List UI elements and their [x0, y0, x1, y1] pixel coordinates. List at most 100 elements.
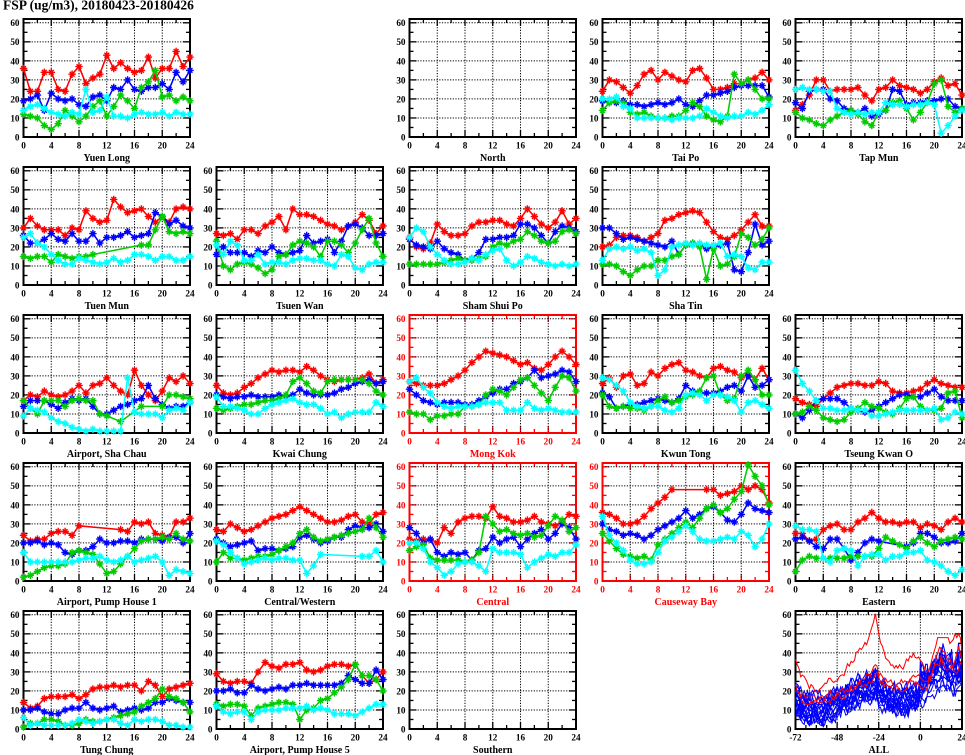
svg-text:16: 16	[323, 289, 333, 299]
svg-text:10: 10	[396, 409, 406, 419]
svg-text:4: 4	[821, 141, 826, 151]
svg-text:20: 20	[589, 242, 599, 252]
svg-text:16: 16	[130, 437, 140, 447]
svg-text:4: 4	[628, 437, 633, 447]
svg-text:Sham Shui Po: Sham Shui Po	[463, 301, 523, 312]
svg-text:0: 0	[401, 428, 406, 438]
svg-text:20: 20	[10, 686, 20, 696]
svg-text:0: 0	[787, 132, 792, 142]
svg-text:20: 20	[737, 437, 747, 447]
svg-text:12: 12	[874, 141, 884, 151]
svg-text:12: 12	[102, 733, 112, 743]
svg-text:10: 10	[396, 261, 406, 271]
svg-text:40: 40	[203, 500, 213, 510]
svg-text:20: 20	[10, 390, 20, 400]
svg-text:24: 24	[764, 289, 774, 299]
svg-text:-48: -48	[831, 733, 844, 743]
svg-text:Eastern: Eastern	[862, 597, 896, 608]
svg-text:Southern: Southern	[473, 745, 513, 755]
svg-text:40: 40	[396, 648, 406, 658]
svg-text:50: 50	[203, 629, 213, 639]
svg-text:30: 30	[782, 519, 792, 529]
svg-text:12: 12	[488, 289, 498, 299]
svg-text:8: 8	[463, 141, 468, 151]
svg-text:24: 24	[185, 141, 195, 151]
svg-text:16: 16	[709, 289, 719, 299]
svg-text:40: 40	[782, 648, 792, 658]
svg-text:4: 4	[242, 437, 247, 447]
svg-text:20: 20	[351, 289, 361, 299]
svg-text:40: 40	[203, 352, 213, 362]
svg-text:0: 0	[208, 428, 213, 438]
svg-text:60: 60	[396, 462, 406, 472]
svg-text:16: 16	[130, 289, 140, 299]
svg-text:10: 10	[203, 261, 213, 271]
svg-text:60: 60	[10, 18, 20, 28]
svg-text:16: 16	[130, 141, 140, 151]
svg-text:16: 16	[323, 733, 333, 743]
svg-text:16: 16	[516, 289, 526, 299]
svg-text:8: 8	[77, 141, 82, 151]
svg-text:20: 20	[158, 437, 168, 447]
svg-text:Airport, Pump House 1: Airport, Pump House 1	[57, 597, 157, 608]
svg-text:12: 12	[681, 141, 691, 151]
svg-text:60: 60	[396, 610, 406, 620]
svg-text:50: 50	[396, 481, 406, 491]
svg-text:40: 40	[782, 56, 792, 66]
svg-text:30: 30	[203, 223, 213, 233]
svg-text:60: 60	[203, 314, 213, 324]
svg-text:60: 60	[589, 314, 599, 324]
svg-text:16: 16	[516, 585, 526, 595]
svg-text:4: 4	[242, 289, 247, 299]
svg-text:20: 20	[782, 390, 792, 400]
svg-text:0: 0	[407, 585, 412, 595]
svg-text:20: 20	[930, 437, 940, 447]
svg-text:4: 4	[628, 585, 633, 595]
svg-text:60: 60	[396, 18, 406, 28]
svg-text:20: 20	[930, 141, 940, 151]
svg-text:60: 60	[589, 166, 599, 176]
svg-text:16: 16	[902, 437, 912, 447]
svg-text:24: 24	[957, 733, 965, 743]
svg-text:60: 60	[203, 462, 213, 472]
svg-text:20: 20	[203, 242, 213, 252]
svg-text:0: 0	[21, 585, 26, 595]
svg-text:8: 8	[656, 585, 661, 595]
svg-text:24: 24	[957, 585, 965, 595]
svg-text:8: 8	[77, 585, 82, 595]
svg-text:16: 16	[516, 733, 526, 743]
svg-text:0: 0	[214, 289, 219, 299]
svg-text:50: 50	[589, 37, 599, 47]
svg-text:10: 10	[782, 557, 792, 567]
svg-text:30: 30	[396, 371, 406, 381]
svg-text:50: 50	[782, 37, 792, 47]
svg-text:8: 8	[656, 141, 661, 151]
svg-text:Airport, Sha Chau: Airport, Sha Chau	[67, 449, 147, 460]
svg-text:0: 0	[214, 437, 219, 447]
svg-text:0: 0	[594, 132, 599, 142]
svg-text:20: 20	[10, 242, 20, 252]
svg-text:0: 0	[600, 141, 605, 151]
svg-text:24: 24	[378, 585, 388, 595]
svg-text:50: 50	[10, 185, 20, 195]
svg-text:60: 60	[782, 462, 792, 472]
svg-text:30: 30	[589, 223, 599, 233]
svg-text:30: 30	[396, 223, 406, 233]
svg-text:40: 40	[782, 352, 792, 362]
svg-text:10: 10	[10, 705, 20, 715]
svg-text:60: 60	[589, 18, 599, 28]
svg-text:8: 8	[463, 733, 468, 743]
svg-text:24: 24	[957, 437, 965, 447]
svg-text:30: 30	[782, 371, 792, 381]
svg-text:60: 60	[396, 314, 406, 324]
svg-text:4: 4	[49, 585, 54, 595]
svg-text:Airport, Pump House 5: Airport, Pump House 5	[250, 745, 350, 755]
svg-text:24: 24	[185, 289, 195, 299]
svg-text:40: 40	[396, 352, 406, 362]
svg-text:0: 0	[594, 280, 599, 290]
svg-text:4: 4	[435, 585, 440, 595]
svg-text:20: 20	[351, 437, 361, 447]
svg-text:20: 20	[782, 94, 792, 104]
svg-text:20: 20	[737, 585, 747, 595]
svg-text:50: 50	[203, 185, 213, 195]
